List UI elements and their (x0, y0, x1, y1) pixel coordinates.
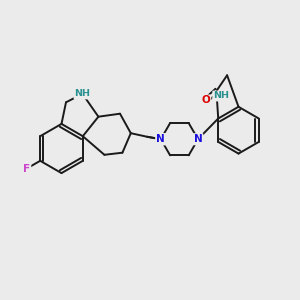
Text: NH: NH (213, 92, 229, 100)
Text: NH: NH (74, 89, 91, 98)
Text: N: N (194, 134, 202, 144)
Text: N: N (156, 134, 165, 144)
Text: O: O (202, 95, 210, 106)
Text: F: F (23, 164, 30, 174)
Text: N: N (156, 134, 165, 144)
